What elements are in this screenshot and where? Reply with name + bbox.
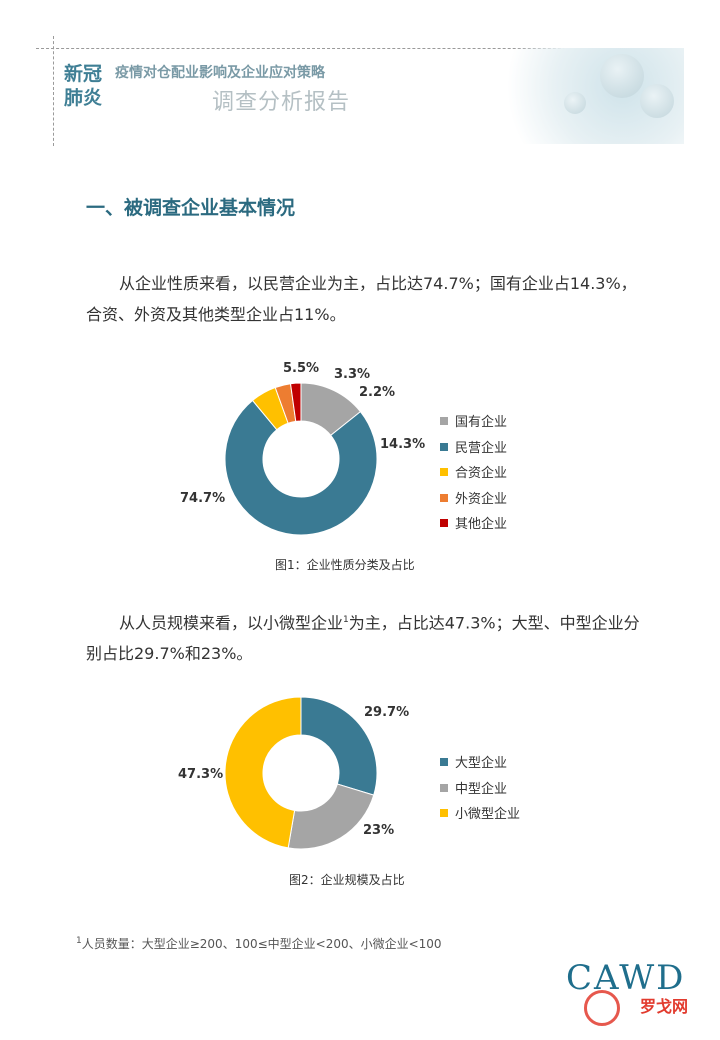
paragraph2-text-a: 从人员规模来看，以小微型企业 (119, 613, 344, 633)
data-label: 5.5% (283, 361, 319, 376)
paragraph2-text-b: 为主，占比达47.3%；大型、中型企业分别占比29.7%和23%。 (86, 613, 640, 664)
header-brand: 新冠 肺炎 (64, 63, 103, 109)
watermark-text: 罗戈网 (640, 997, 689, 1016)
data-label: 74.7% (180, 491, 225, 506)
footnote: 1人员数量：大型企业≥200、100≤中型企业<200、小微企业<100 (76, 935, 442, 952)
donut-slice-1 (300, 696, 378, 796)
virus-icon (600, 54, 644, 98)
legend-swatch (440, 468, 448, 476)
data-label: 47.3% (178, 767, 223, 782)
data-label: 23% (363, 823, 394, 838)
header-dashed-vertical-line (53, 36, 54, 146)
cawd-logo: CAWD (566, 958, 686, 998)
footnote-text: 人员数量：大型企业≥200、100≤中型企业<200、小微企业<100 (81, 937, 442, 951)
footnote-mark: 1 (76, 936, 82, 946)
legend-item: 民营企业 (440, 437, 507, 456)
legend-label: 合资企业 (455, 466, 508, 481)
data-label: 29.7% (364, 705, 409, 720)
donut-slice-3 (224, 696, 302, 849)
legend-swatch (440, 758, 448, 766)
enterprise-type-donut-chart: 14.3% 74.7% 5.5% 3.3% 2.2% (180, 361, 425, 536)
chart2-legend: 大型企业中型企业小微型企业 (440, 752, 560, 832)
virus-icon (640, 84, 674, 118)
legend-label: 大型企业 (455, 756, 508, 771)
legend-item: 小微型企业 (440, 803, 520, 822)
legend-label: 外资企业 (455, 491, 508, 507)
legend-swatch (440, 417, 448, 425)
donut-slice-2 (224, 399, 378, 536)
legend-swatch (440, 493, 448, 502)
watermark-logo-icon (584, 990, 620, 1026)
header-subtitle: 疫情对仓配业影响及企业应对策略 (115, 65, 325, 81)
legend-label: 其他企业 (455, 517, 508, 532)
legend-label: 小微型企业 (455, 807, 521, 822)
chart2-caption: 图2：企业规模及占比 (289, 873, 405, 887)
legend-item: 外资企业 (440, 488, 507, 507)
data-label: 14.3% (380, 437, 425, 452)
enterprise-size-donut-chart: 29.7% 23% 47.3% (178, 696, 409, 850)
header-report-title: 调查分析报告 (212, 90, 351, 115)
legend-item: 合资企业 (440, 462, 507, 481)
paragraph-enterprise-size: 从人员规模来看，以小微型企业1为主，占比达47.3%；大型、中型企业分别占比29… (86, 605, 646, 669)
chart1-caption: 图1：企业性质分类及占比 (275, 558, 415, 572)
legend-label: 中型企业 (455, 781, 508, 797)
footnote-reference: 1 (343, 615, 349, 625)
section-title: 一、被调查企业基本情况 (86, 197, 296, 219)
legend-label: 民营企业 (455, 440, 508, 456)
legend-swatch (440, 809, 448, 817)
legend-swatch (440, 519, 448, 527)
virus-banner-image (480, 48, 684, 144)
header-dashed-line (36, 48, 596, 49)
legend-item: 大型企业 (440, 752, 507, 771)
paragraph-enterprise-type: 从企业性质来看，以民营企业为主，占比达74.7%；国有企业占14.3%，合资、外… (86, 274, 637, 324)
legend-swatch (440, 783, 448, 792)
legend-swatch (440, 442, 448, 451)
chart1-legend: 国有企业民营企业合资企业外资企业其他企业 (440, 411, 560, 541)
legend-label: 国有企业 (455, 415, 508, 430)
legend-item: 国有企业 (440, 411, 507, 430)
virus-icon (564, 92, 586, 114)
legend-item: 其他企业 (440, 513, 507, 532)
legend-item: 中型企业 (440, 778, 507, 797)
donut-slice-5 (289, 382, 302, 422)
data-label: 2.2% (359, 385, 395, 400)
donut-slice-2 (287, 783, 375, 850)
data-label: 3.3% (334, 367, 370, 382)
